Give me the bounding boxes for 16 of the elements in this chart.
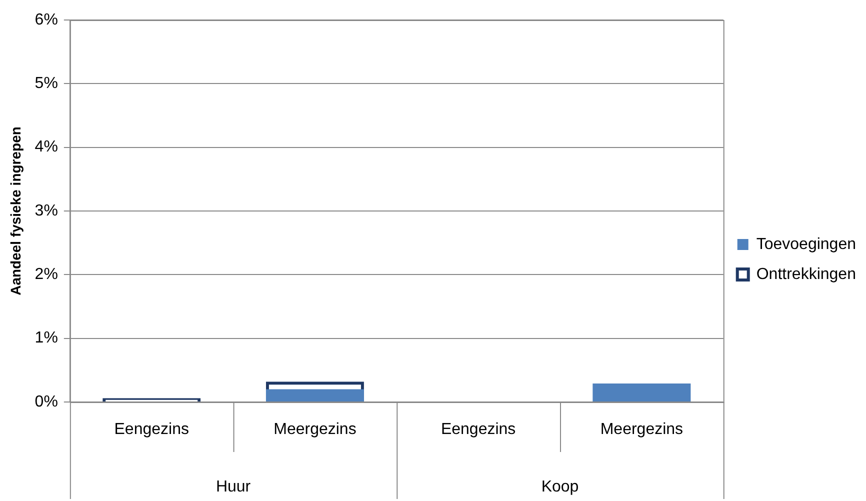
y-tick-label: 4%: [34, 138, 58, 156]
y-axis-title: Aandeel fysieke ingrepen: [7, 126, 24, 296]
x-tick-label: Meergezins: [600, 421, 684, 438]
legend-label: Onttrekkingen: [756, 266, 856, 283]
y-tick-label: 3%: [34, 202, 58, 220]
text: Koop: [541, 478, 579, 496]
y-tick-label: 0%: [34, 393, 58, 410]
x-tick-label: Meergezins: [274, 421, 356, 438]
y-tick-label: 2%: [34, 266, 58, 284]
x-tick-label: Eengezins: [440, 421, 516, 438]
legend-label: Toevoegingen: [756, 236, 856, 253]
text: Huur: [216, 478, 252, 496]
y-tick-label: 5%: [34, 75, 58, 92]
y-tick-label: 1%: [34, 330, 58, 347]
y-tick-label: 6%: [34, 11, 58, 28]
x-tick-label: Eengezins: [114, 421, 189, 438]
